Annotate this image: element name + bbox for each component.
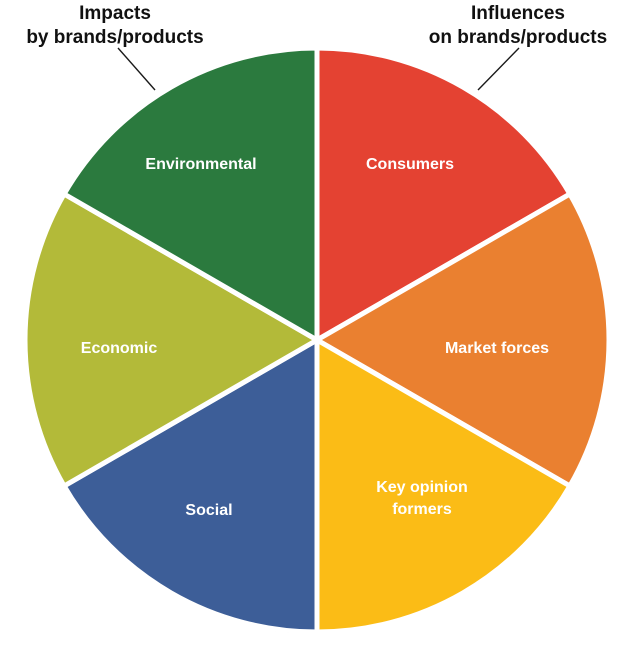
- segment-label-economic: Economic: [81, 340, 158, 357]
- segment-label-line: Economic: [81, 340, 158, 357]
- segment-label-market-forces: Market forces: [445, 340, 549, 357]
- segment-label-line: formers: [392, 501, 452, 518]
- callout-right: Influences on brands/products: [429, 3, 607, 48]
- callout-labels: Impacts by brands/products Influences on br…: [26, 3, 607, 48]
- segment-consumers: [314, 45, 573, 343]
- segment-label-line: Environmental: [145, 156, 256, 173]
- segment-label-key-opinion-formers: Key opinion formers: [376, 479, 468, 518]
- segment-social: [61, 337, 320, 635]
- callout-left: Impacts by brands/products: [26, 3, 203, 48]
- segment-label-line: Key opinion: [376, 479, 468, 496]
- segment-label-social: Social: [185, 502, 232, 519]
- callout-line: by brands/products: [26, 27, 203, 48]
- callout-line: on brands/products: [429, 27, 607, 48]
- segment-key-opinion-formers: [314, 337, 573, 635]
- segment-environmental: [61, 45, 320, 343]
- segment-economic: [22, 191, 320, 489]
- segment-label-line: Consumers: [366, 156, 454, 173]
- segment-labels: Consumers Market forces Key opinion formers…: [81, 156, 549, 519]
- segment-label-consumers: Consumers: [366, 156, 454, 173]
- callout-line: Influences: [471, 3, 565, 24]
- segment-label-line: Social: [185, 502, 232, 519]
- leader-line-left: [117, 47, 156, 91]
- leader-line-right: [477, 47, 520, 91]
- segment-market-forces: [314, 191, 612, 489]
- segment-label-environmental: Environmental: [145, 156, 256, 173]
- callout-line: Impacts: [79, 3, 151, 24]
- segment-label-line: Market forces: [445, 340, 549, 357]
- leader-lines: [117, 47, 520, 91]
- wheel-segments: [22, 45, 612, 635]
